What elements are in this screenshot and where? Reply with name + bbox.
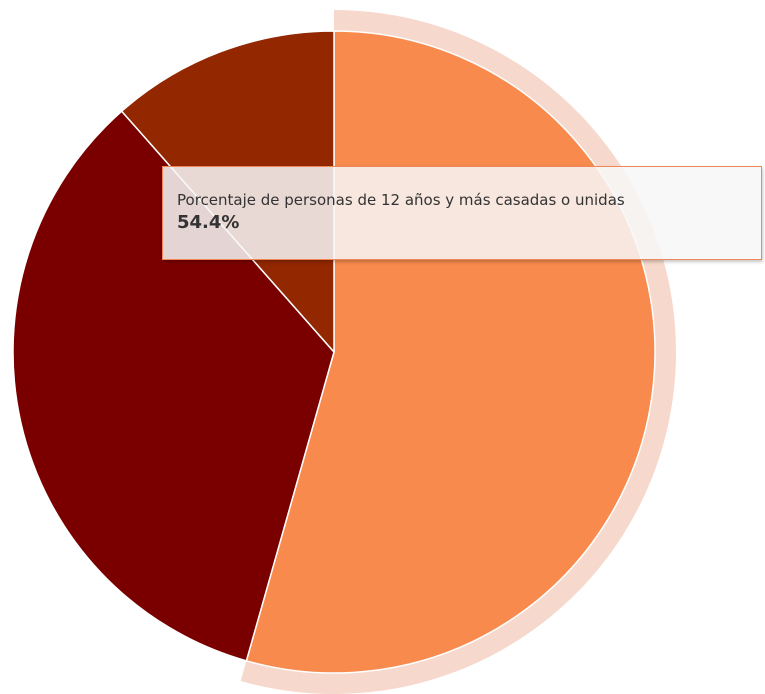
tooltip-series-name: Porcentaje de personas de 12 años y más … [177,191,625,209]
tooltip-value: 54.4% [177,212,240,233]
pie-tooltip: Porcentaje de personas de 12 años y más … [162,166,762,260]
pie-slice-2[interactable] [12,110,335,662]
